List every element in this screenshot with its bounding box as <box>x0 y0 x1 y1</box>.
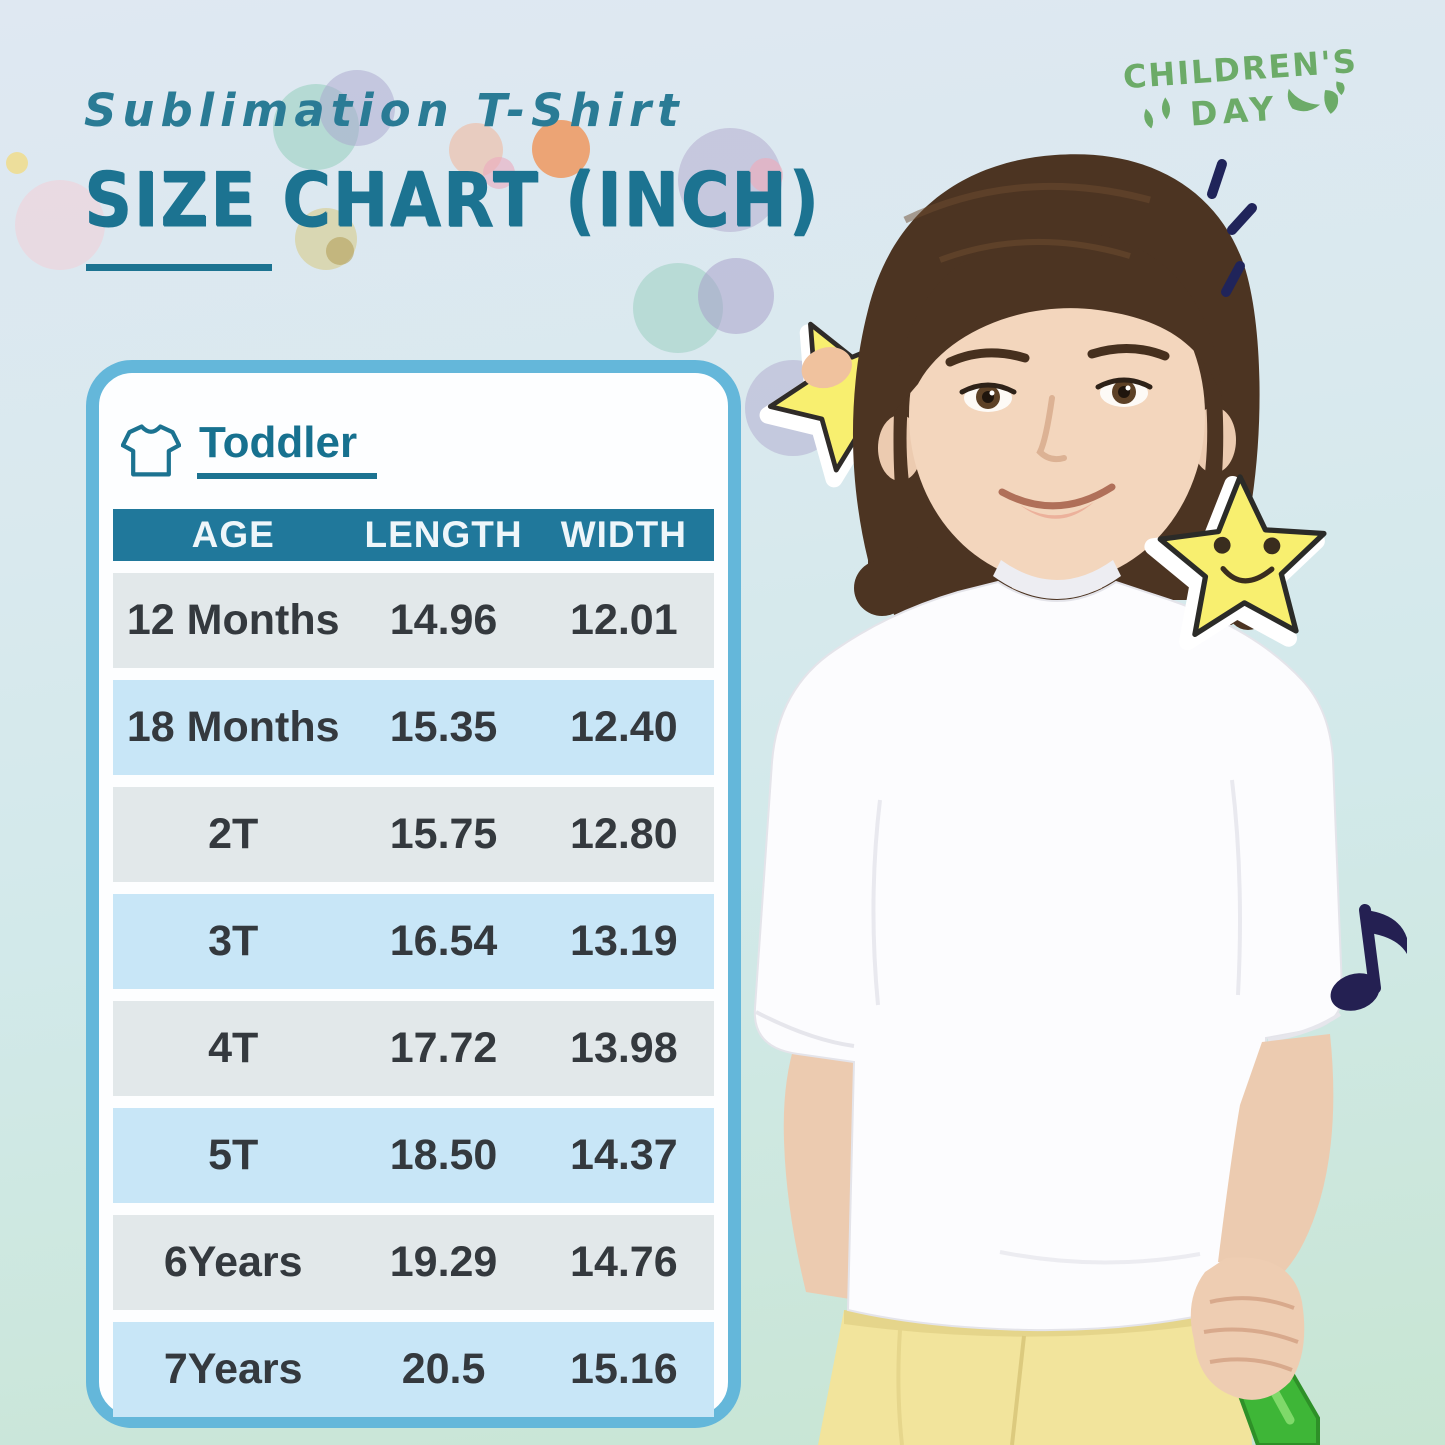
table-row: 12 Months 14.96 12.01 <box>113 573 714 668</box>
decor-circle <box>698 258 774 334</box>
decor-circle <box>15 180 105 270</box>
decor-circle <box>319 70 395 146</box>
cell-width: 12.01 <box>570 596 678 644</box>
cell-age: 2T <box>208 810 259 858</box>
splash-left-icon <box>1143 97 1170 129</box>
cell-width: 13.19 <box>570 917 678 965</box>
column-header-age: AGE <box>191 514 275 555</box>
sparkle-dashes <box>1207 159 1257 297</box>
cell-width: 14.76 <box>570 1238 678 1286</box>
decor-circle <box>532 120 590 178</box>
cell-length: 14.96 <box>389 596 498 644</box>
cell-length: 20.5 <box>401 1345 486 1393</box>
table-header-row: AGE LENGTH WIDTH <box>113 509 714 561</box>
table-row: 6Years 19.29 14.76 <box>113 1215 714 1310</box>
boy-illustration <box>753 154 1344 1445</box>
column-header-width: WIDTH <box>560 514 687 555</box>
cell-length: 15.35 <box>389 703 498 751</box>
tshirt-icon <box>121 424 181 477</box>
cell-width: 15.16 <box>570 1345 678 1393</box>
decor-circle <box>749 158 783 192</box>
cell-width: 13.98 <box>570 1024 678 1072</box>
table-row: 4T 17.72 13.98 <box>113 1001 714 1096</box>
cell-age: 7Years <box>163 1345 303 1393</box>
cell-length: 16.54 <box>389 917 498 965</box>
cell-width: 14.37 <box>570 1131 678 1179</box>
table-row: 3T 16.54 13.19 <box>113 894 714 989</box>
cell-length: 17.72 <box>389 1024 498 1072</box>
splash-right-icon <box>1288 81 1345 114</box>
page-title-line1: Sublimation T-Shirt <box>84 84 685 137</box>
decor-circle <box>326 237 354 265</box>
cell-age: 18 Months <box>126 703 340 751</box>
childrens-day-badge: CHILDREN'S DAY <box>1109 41 1374 143</box>
music-note-icon <box>1330 904 1407 1011</box>
cell-length: 19.29 <box>389 1238 498 1286</box>
cell-age: 12 Months <box>126 596 340 644</box>
page-title-line2: SIZE CHART (INCH) <box>84 156 821 244</box>
cell-width: 12.40 <box>570 703 678 751</box>
cell-length: 18.50 <box>389 1131 498 1179</box>
table-row: 2T 15.75 12.80 <box>113 787 714 882</box>
decor-circle <box>6 152 28 174</box>
cell-width: 12.80 <box>570 810 678 858</box>
table-row: 7Years 20.5 15.16 <box>113 1322 714 1417</box>
card-header: Toddler <box>121 415 728 479</box>
table-row: 5T 18.50 14.37 <box>113 1108 714 1203</box>
table-row: 18 Months 15.35 12.40 <box>113 680 714 775</box>
size-chart-card: Toddler AGE LENGTH WIDTH 12 Months 14.96… <box>86 360 741 1428</box>
cell-age: 6Years <box>163 1238 303 1286</box>
cell-length: 15.75 <box>389 810 498 858</box>
column-header-length: LENGTH <box>364 514 523 555</box>
cell-age: 3T <box>208 917 259 965</box>
cell-age: 4T <box>208 1024 259 1072</box>
smiley-star-icon <box>1144 474 1327 651</box>
cell-age: 5T <box>208 1131 259 1179</box>
decor-circle <box>483 157 515 189</box>
section-label: Toddler <box>197 421 378 479</box>
title-underline <box>86 264 272 271</box>
